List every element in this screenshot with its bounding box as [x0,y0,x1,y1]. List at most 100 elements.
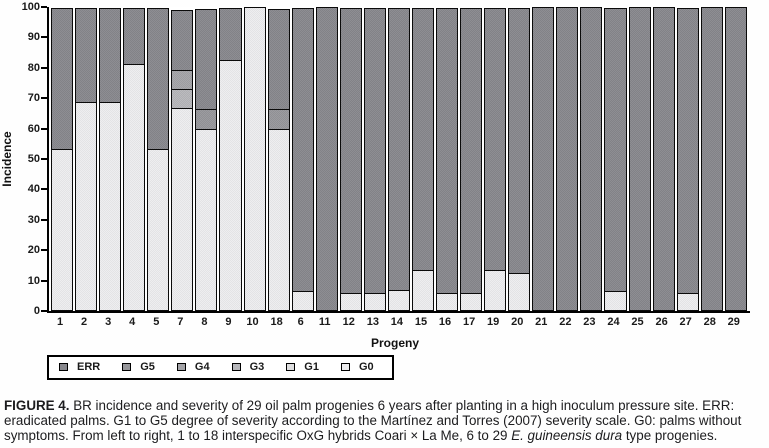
bar-progeny-13 [363,7,386,311]
segment-err-progeny-24 [604,8,627,293]
bar-progeny-21 [532,7,555,311]
x-tick-label-5: 5 [153,316,160,328]
bar-progeny-15 [411,7,434,311]
plot-area [47,7,750,313]
segment-err-progeny-15 [411,8,434,271]
caption-body-1: BR incidence and severity of 29 oil palm… [4,398,742,444]
x-tick-label-3: 3 [105,316,112,328]
x-tick-label-20: 20 [511,316,524,328]
bar-progeny-20 [508,7,531,311]
bar-progeny-29 [724,7,747,311]
y-tick-mark-0 [41,310,47,312]
segment-err-progeny-11 [315,7,338,311]
caption-species-name: E. guineensis dura [511,428,623,444]
x-tick-label-21: 21 [535,316,548,328]
legend-entry-g4: G4 [176,361,210,373]
segment-g0-progeny-1 [51,148,74,311]
x-tick-label-29: 29 [727,316,740,328]
segment-g0-progeny-7 [171,108,194,311]
legend-swatch-icon [286,363,296,371]
segment-err-progeny-6 [291,8,314,293]
x-tick-label-17: 17 [462,316,476,328]
bar-progeny-4 [123,7,146,311]
y-tick-mark-100 [41,6,47,8]
bar-progeny-5 [147,7,170,311]
segment-g0-progeny-13 [363,292,386,311]
legend-swatch-icon [122,363,132,371]
segment-err-progeny-21 [532,7,555,311]
segment-err-progeny-14 [387,8,410,291]
segment-g0-progeny-8 [195,128,218,311]
bar-progeny-6 [291,7,314,311]
x-tick-label-22: 22 [559,316,572,328]
x-axis-tick-labels: 1 2 3 4 5 7 8 9 10 18 6 11 12 13 14 15 16 17 19 20 21 22 23 24 2… [47,316,748,328]
bar-progeny-14 [387,7,410,311]
segment-g3-progeny-7 [171,88,194,110]
bar-progeny-19 [484,7,507,311]
bar-progeny-3 [99,7,122,311]
bar-progeny-17 [460,7,483,311]
x-tick-label-7: 7 [177,316,184,328]
segment-err-progeny-22 [556,7,579,311]
segment-err-progeny-27 [676,8,699,294]
segment-g0-progeny-19 [484,269,507,311]
legend-entry-g3: G3 [231,361,265,373]
y-tick-label-10: 10 [27,274,40,287]
bar-progeny-22 [556,7,579,311]
segment-g0-progeny-5 [147,148,170,311]
y-tick-mark-10 [41,279,47,282]
bar-progeny-28 [700,7,723,311]
x-tick-label-13: 13 [366,316,379,328]
y-tick-mark-90 [41,36,47,39]
segment-err-progeny-7 [171,10,194,71]
caption-body-2: type progenies. [622,428,718,444]
y-tick-mark-80 [41,66,47,69]
segment-err-progeny-28 [700,7,723,311]
y-tick-mark-60 [41,127,47,130]
x-tick-label-2: 2 [81,316,88,328]
segment-g0-progeny-4 [123,63,146,311]
segment-g5-progeny-18 [267,109,290,130]
legend-label: G3 [249,361,265,373]
segment-err-progeny-12 [339,8,362,294]
segment-err-progeny-8 [195,9,218,111]
x-tick-label-26: 26 [655,316,668,328]
bar-progeny-25 [628,7,651,311]
y-tick-mark-50 [41,158,47,160]
y-tick-mark-40 [41,188,47,191]
segment-err-progeny-20 [508,8,531,274]
segment-err-progeny-26 [652,7,675,311]
bar-progeny-7 [171,7,194,311]
segment-err-progeny-17 [460,8,483,294]
x-tick-label-9: 9 [225,316,232,328]
x-tick-label-14: 14 [390,316,404,328]
bar-progeny-11 [315,7,338,311]
segment-g0-progeny-2 [75,101,98,311]
segment-g0-progeny-9 [219,60,242,311]
y-tick-label-80: 80 [27,61,40,74]
legend-swatch-icon [59,363,68,371]
segment-g0-progeny-15 [411,269,434,311]
segment-g5-progeny-8 [195,109,218,130]
x-tick-label-25: 25 [631,316,644,328]
segment-g0-progeny-20 [508,273,531,311]
segment-err-progeny-19 [484,8,507,271]
segment-err-progeny-13 [363,8,386,294]
legend-entry-err: ERR [59,361,100,373]
x-tick-label-18: 18 [270,316,283,328]
x-tick-label-19: 19 [487,316,500,328]
bar-progeny-2 [75,7,98,311]
legend-entry-g0: G0 [340,361,374,373]
y-tick-label-20: 20 [27,244,40,257]
legend-entry-g1: G1 [286,361,319,373]
segment-err-progeny-9 [219,8,242,62]
y-tick-label-100: 100 [21,1,40,13]
bar-progeny-26 [652,7,675,311]
segment-err-progeny-4 [123,8,146,65]
x-tick-label-16: 16 [438,316,452,328]
y-tick-label-30: 30 [27,213,40,226]
bar-progeny-1 [51,7,74,311]
y-axis-tick-labels: 0 10 20 30 40 50 60 70 80 90 100 [0,1,40,317]
bar-progeny-27 [676,7,699,311]
bar-progeny-12 [339,7,362,311]
